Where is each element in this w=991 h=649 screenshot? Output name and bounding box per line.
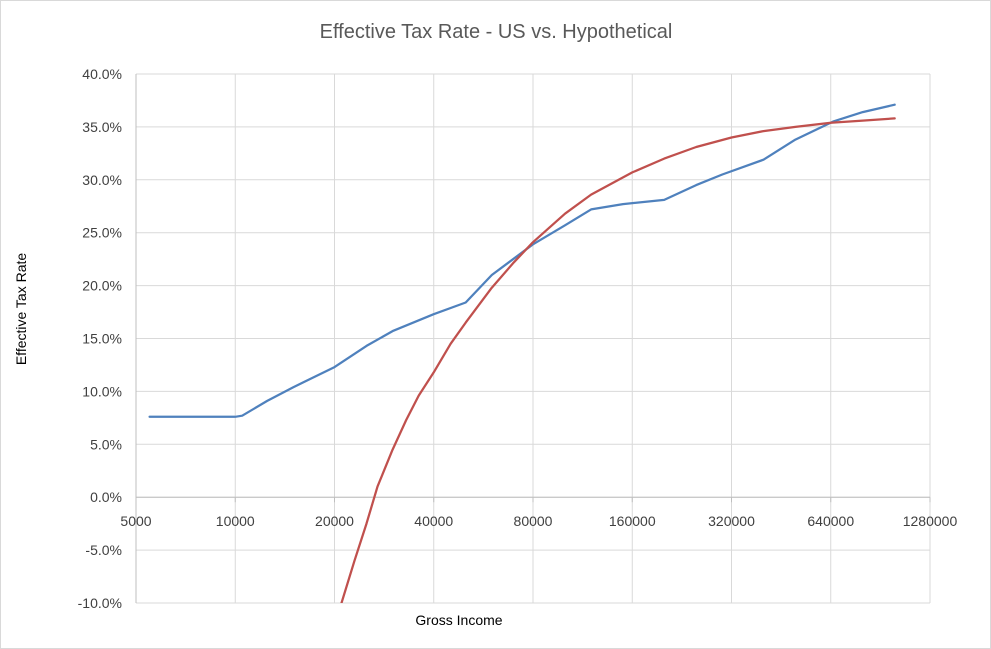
y-tick-label: -5.0% [85,542,122,558]
y-tick-label: 30.0% [82,172,122,188]
x-tick-label: 80000 [514,513,553,529]
series-lines [148,103,896,603]
y-tick-label: 10.0% [82,383,122,399]
x-tick-label: 5000 [120,513,151,529]
y-tick-label: 20.0% [82,278,122,294]
y-tick-label: 35.0% [82,119,122,135]
series-line-hypothetical [340,117,896,603]
x-tick-label: 40000 [414,513,453,529]
y-tick-label: 40.0% [82,66,122,82]
y-tick-label: 25.0% [82,225,122,241]
x-axis-title: Gross Income [415,612,502,628]
y-axis-title: Effective Tax Rate [13,253,29,366]
x-tick-label: 1280000 [903,513,958,529]
axes [135,74,931,603]
series-line-us [148,103,896,418]
x-tick-label: 20000 [315,513,354,529]
x-tick-label: 160000 [609,513,656,529]
x-tick-label: 640000 [807,513,854,529]
y-tick-label: -10.0% [78,595,122,611]
grid-lines [135,73,931,604]
tick-labels: -10.0% -5.0% 0.0% 5.0% 10.0% 15.0% 20.0% 25.0% 3… [78,66,958,611]
chart-title: Effective Tax Rate - US vs. Hypothetical [320,21,673,43]
y-tick-label: 15.0% [82,331,122,347]
x-tick-label: 320000 [708,513,755,529]
y-tick-label: 0.0% [90,489,122,505]
y-tick-label: 5.0% [90,436,122,452]
x-tick-label: 10000 [216,513,255,529]
